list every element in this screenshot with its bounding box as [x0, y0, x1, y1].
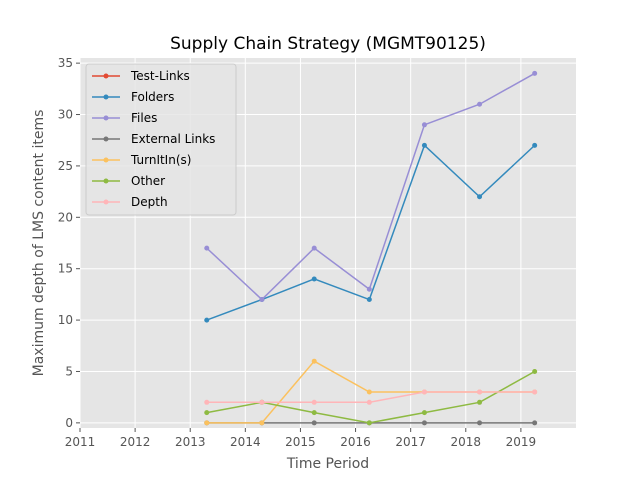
legend: Test-Links Folders Files External Links Turn…	[85, 63, 237, 216]
data-point	[311, 276, 317, 282]
y-tick-label: 0	[65, 416, 73, 430]
data-point	[477, 101, 483, 107]
data-point	[204, 420, 210, 426]
legend-marker	[103, 199, 109, 205]
x-tick-label: 2017	[395, 435, 426, 449]
series-lines	[204, 70, 538, 426]
data-point	[421, 142, 427, 148]
legend-label: Other	[131, 174, 165, 188]
data-point	[477, 420, 483, 426]
legend-marker	[103, 157, 109, 163]
legend-label: Folders	[131, 90, 174, 104]
data-point	[366, 286, 372, 292]
data-point	[366, 389, 372, 395]
y-tick-label: 30	[58, 108, 73, 122]
y-axis-ticks: 0 5 10 15 20 25 30 35	[58, 56, 80, 430]
legend-label: External Links	[131, 132, 215, 146]
x-tick-label: 2019	[506, 435, 537, 449]
x-tick-label: 2012	[120, 435, 151, 449]
data-point	[259, 399, 265, 405]
y-tick-label: 10	[58, 313, 73, 327]
data-point	[421, 410, 427, 416]
data-point	[477, 194, 483, 200]
legend-label: TurnItIn(s)	[130, 153, 191, 167]
y-tick-label: 25	[58, 159, 73, 173]
x-tick-label: 2016	[340, 435, 371, 449]
data-point	[311, 399, 317, 405]
y-tick-label: 35	[58, 56, 73, 70]
x-tick-label: 2015	[285, 435, 316, 449]
legend-label: Test-Links	[130, 69, 190, 83]
data-point	[311, 245, 317, 251]
legend-marker	[103, 73, 109, 79]
data-point	[259, 420, 265, 426]
data-point	[311, 410, 317, 416]
legend-marker	[103, 178, 109, 184]
y-tick-label: 5	[65, 364, 73, 378]
y-tick-label: 15	[58, 262, 73, 276]
data-point	[421, 420, 427, 426]
data-point	[366, 297, 372, 303]
data-point	[366, 420, 372, 426]
data-point	[204, 410, 210, 416]
data-point	[366, 399, 372, 405]
data-point	[311, 358, 317, 364]
legend-marker	[103, 115, 109, 121]
data-point	[532, 389, 538, 395]
data-point	[532, 70, 538, 76]
data-point	[204, 399, 210, 405]
x-tick-label: 2013	[175, 435, 206, 449]
data-point	[204, 317, 210, 323]
data-point	[421, 389, 427, 395]
legend-label: Files	[131, 111, 157, 125]
legend-label: Depth	[131, 195, 168, 209]
x-tick-label: 2014	[230, 435, 261, 449]
data-point	[311, 420, 317, 426]
chart-title: Supply Chain Strategy (MGMT90125)	[170, 34, 486, 54]
x-tick-label: 2011	[65, 435, 96, 449]
legend-marker	[103, 136, 109, 142]
data-point	[421, 122, 427, 128]
x-axis-label: Time Period	[286, 456, 369, 472]
data-point	[532, 368, 538, 374]
y-tick-label: 20	[58, 210, 73, 224]
legend-marker	[103, 94, 109, 100]
data-point	[477, 389, 483, 395]
data-point	[204, 245, 210, 251]
data-point	[532, 142, 538, 148]
y-axis-label: Maximum depth of LMS content items	[31, 110, 47, 377]
legend-box	[85, 63, 237, 216]
x-axis-ticks: 2011 2012 2013 2014 2015 2016 2017 2018 2019	[65, 428, 536, 449]
data-point	[477, 399, 483, 405]
x-tick-label: 2018	[451, 435, 482, 449]
data-point	[532, 420, 538, 426]
data-point	[259, 297, 265, 303]
